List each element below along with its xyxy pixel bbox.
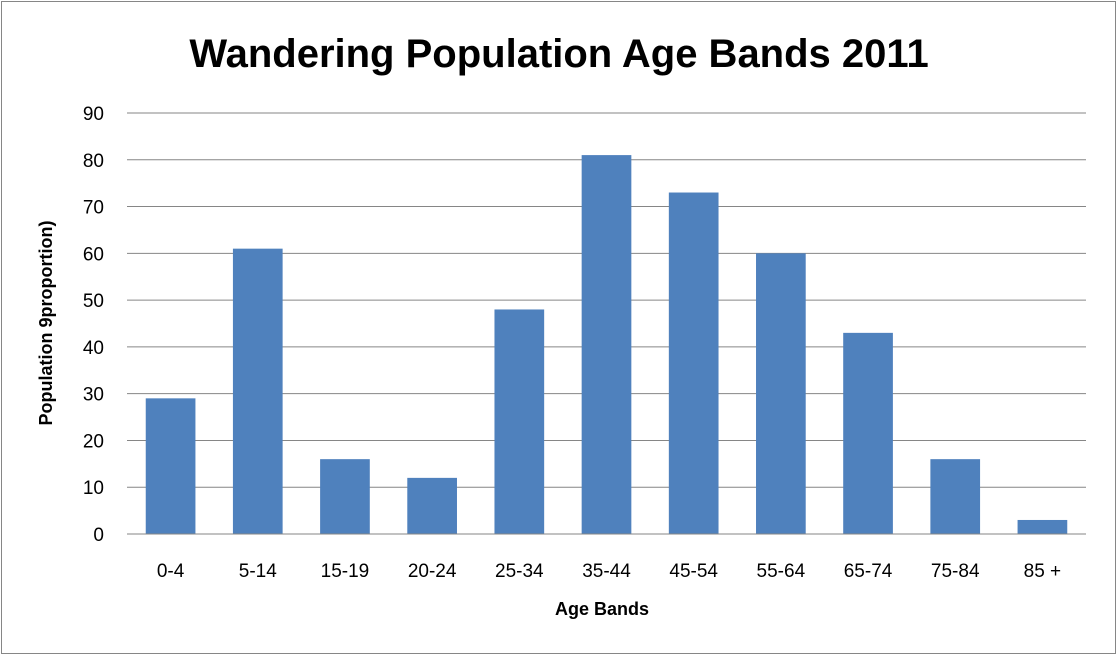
bar-15-19 [320, 459, 370, 534]
chart-title: Wandering Population Age Bands 2011 [189, 32, 928, 76]
y-tick-label: 0 [93, 525, 104, 546]
y-tick-label: 30 [83, 385, 104, 406]
y-axis-tick-labels: 0 10 20 30 40 50 60 70 80 90 [83, 104, 104, 546]
y-tick-label: 60 [83, 244, 104, 265]
y-tick-label: 90 [83, 104, 104, 125]
x-tick-label: 75-84 [931, 561, 980, 582]
x-tick-label: 65-74 [844, 561, 893, 582]
bar-25-34 [494, 309, 544, 534]
x-axis-tick-labels: 0-4 5-14 15-19 20-24 25-34 35-44 45-54 55-64 65-… [157, 561, 1061, 582]
bar-65-74 [843, 333, 893, 534]
bar-5-14 [233, 249, 283, 534]
x-axis-title: Age Bands [555, 599, 649, 619]
y-tick-label: 80 [83, 151, 104, 172]
y-tick-label: 70 [83, 198, 104, 219]
bar-series [146, 155, 1068, 534]
bar-85plus [1018, 520, 1068, 534]
x-tick-label: 20-24 [408, 561, 457, 582]
bar-45-54 [669, 193, 719, 534]
x-tick-label: 15-19 [321, 561, 370, 582]
y-tick-label: 20 [83, 431, 104, 452]
x-tick-label: 85 + [1024, 561, 1062, 582]
x-tick-label: 45-54 [669, 561, 718, 582]
bar-75-84 [930, 459, 980, 534]
x-tick-label: 5-14 [239, 561, 277, 582]
x-tick-label: 55-64 [757, 561, 806, 582]
x-tick-label: 25-34 [495, 561, 544, 582]
y-tick-label: 10 [83, 478, 104, 499]
bar-20-24 [407, 478, 457, 534]
x-tick-label: 0-4 [157, 561, 185, 582]
y-tick-label: 50 [83, 291, 104, 312]
y-axis-title: Population 9proportion) [36, 221, 56, 426]
bar-0-4 [146, 398, 196, 534]
x-tick-label: 35-44 [582, 561, 631, 582]
bar-35-44 [582, 155, 632, 534]
y-tick-label: 40 [83, 338, 104, 359]
bar-55-64 [756, 253, 806, 534]
